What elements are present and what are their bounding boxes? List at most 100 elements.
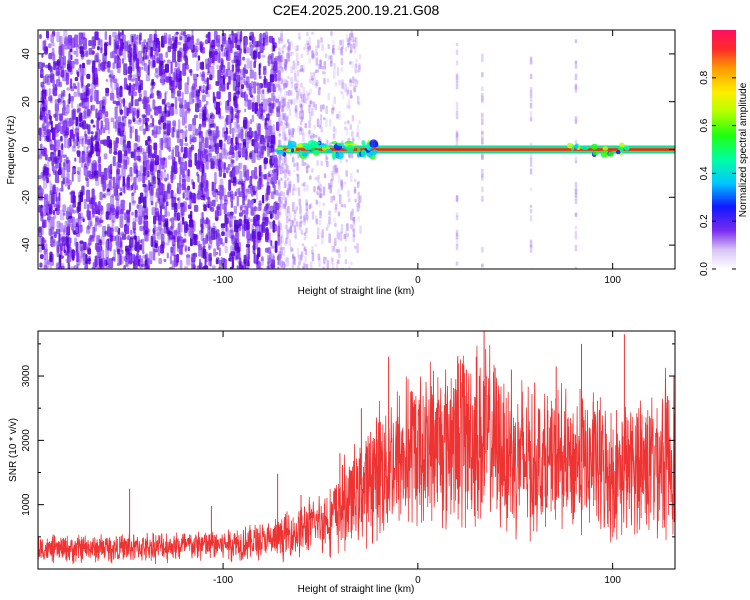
transition-speck <box>302 262 306 269</box>
transition-speck <box>305 218 309 223</box>
transition-speck <box>325 105 328 115</box>
noise-speck <box>202 237 206 246</box>
streak-speck <box>529 215 533 222</box>
transition-speck <box>340 46 344 56</box>
transition-speck <box>290 98 293 105</box>
tone-blob <box>321 144 328 148</box>
noise-speck <box>233 73 237 81</box>
noise-speck <box>132 61 135 72</box>
noise-speck <box>269 164 273 168</box>
noise-speck <box>102 194 106 198</box>
noise-speck <box>122 98 125 107</box>
noise-speck <box>40 90 43 103</box>
noise-speck <box>82 218 85 223</box>
transition-speck <box>332 165 335 173</box>
noise-speck <box>270 68 275 76</box>
transition-speck <box>340 46 343 56</box>
transition-speck <box>305 227 308 234</box>
snr-frame <box>37 330 676 570</box>
transition-speck <box>349 89 352 99</box>
noise-speck <box>74 157 77 162</box>
transition-speck <box>282 203 285 208</box>
noise-speck <box>143 220 149 231</box>
transition-speck <box>301 110 304 120</box>
noise-speck <box>183 31 186 37</box>
noise-speck <box>40 225 44 236</box>
noise-speck <box>156 195 160 203</box>
transition-speck <box>278 103 281 113</box>
noise-speck <box>209 130 214 141</box>
noise-speck <box>218 139 223 148</box>
noise-speck <box>229 107 232 115</box>
noise-speck <box>273 157 278 168</box>
tone-blob <box>567 142 573 149</box>
transition-speck <box>296 162 299 171</box>
noise-speck <box>147 136 151 142</box>
noise-speck <box>79 64 82 69</box>
transition-speck <box>356 169 359 173</box>
noise-speck <box>134 238 137 251</box>
noise-speck <box>267 135 272 148</box>
noise-speck <box>243 259 246 269</box>
noise-speck <box>132 83 135 92</box>
noise-speck <box>131 192 135 204</box>
noise-speck <box>55 68 60 76</box>
noise-speck <box>176 212 180 221</box>
noise-speck <box>68 218 74 223</box>
transition-speck <box>284 91 287 99</box>
streak-speck <box>574 39 578 44</box>
noise-speck <box>272 102 275 109</box>
noise-speck <box>86 111 91 118</box>
transition-speck <box>305 263 309 269</box>
noise-speck <box>131 35 134 43</box>
noise-speck <box>133 176 137 189</box>
noise-speck <box>83 198 87 210</box>
noise-speck <box>122 116 127 127</box>
noise-speck <box>118 192 123 196</box>
noise-speck <box>61 167 66 179</box>
transition-speck <box>284 65 287 72</box>
noise-speck <box>189 210 193 223</box>
transition-speck <box>320 230 323 238</box>
transition-speck <box>345 223 349 232</box>
streak-speck <box>481 118 484 126</box>
transition-speck <box>304 248 308 256</box>
tone-blob <box>301 142 309 146</box>
noise-speck <box>153 142 157 156</box>
noise-speck <box>94 67 98 77</box>
noise-speck <box>164 92 167 101</box>
noise-speck <box>263 206 267 212</box>
noise-speck <box>210 207 215 212</box>
noise-speck <box>204 137 209 149</box>
noise-speck <box>192 181 195 190</box>
noise-speck <box>203 204 207 212</box>
transition-speck <box>303 236 307 241</box>
noise-speck <box>239 76 243 85</box>
transition-speck <box>339 194 342 205</box>
transition-speck <box>308 100 312 108</box>
noise-speck <box>87 243 90 254</box>
noise-speck <box>60 92 64 104</box>
transition-speck <box>315 79 319 87</box>
transition-speck <box>352 137 355 142</box>
transition-speck <box>306 215 309 221</box>
noise-speck <box>90 131 94 135</box>
transition-speck <box>318 86 322 90</box>
transition-speck <box>330 31 333 37</box>
noise-speck <box>192 83 196 90</box>
noise-speck <box>158 62 161 66</box>
tone-blob <box>616 150 621 155</box>
noise-speck <box>274 209 279 220</box>
noise-speck <box>143 47 148 60</box>
transition-speck <box>287 51 290 58</box>
noise-speck <box>98 201 101 212</box>
noise-speck <box>246 229 251 240</box>
noise-speck <box>90 59 93 63</box>
noise-speck <box>128 119 132 125</box>
noise-speck <box>108 258 114 269</box>
noise-speck <box>267 261 270 269</box>
noise-speck <box>74 139 78 145</box>
noise-speck <box>204 108 208 114</box>
transition-speck <box>313 77 317 87</box>
noise-speck <box>127 216 130 222</box>
